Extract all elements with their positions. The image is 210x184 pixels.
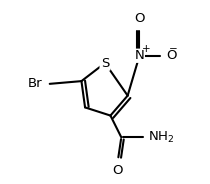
Text: O: O — [167, 49, 177, 62]
Text: O: O — [134, 12, 145, 25]
Text: S: S — [101, 56, 109, 70]
Text: O: O — [112, 164, 123, 178]
Text: +: + — [142, 44, 150, 54]
Text: −: − — [169, 44, 178, 54]
Text: NH$_2$: NH$_2$ — [148, 130, 175, 145]
Text: N: N — [135, 49, 144, 62]
Text: Br: Br — [28, 77, 42, 90]
